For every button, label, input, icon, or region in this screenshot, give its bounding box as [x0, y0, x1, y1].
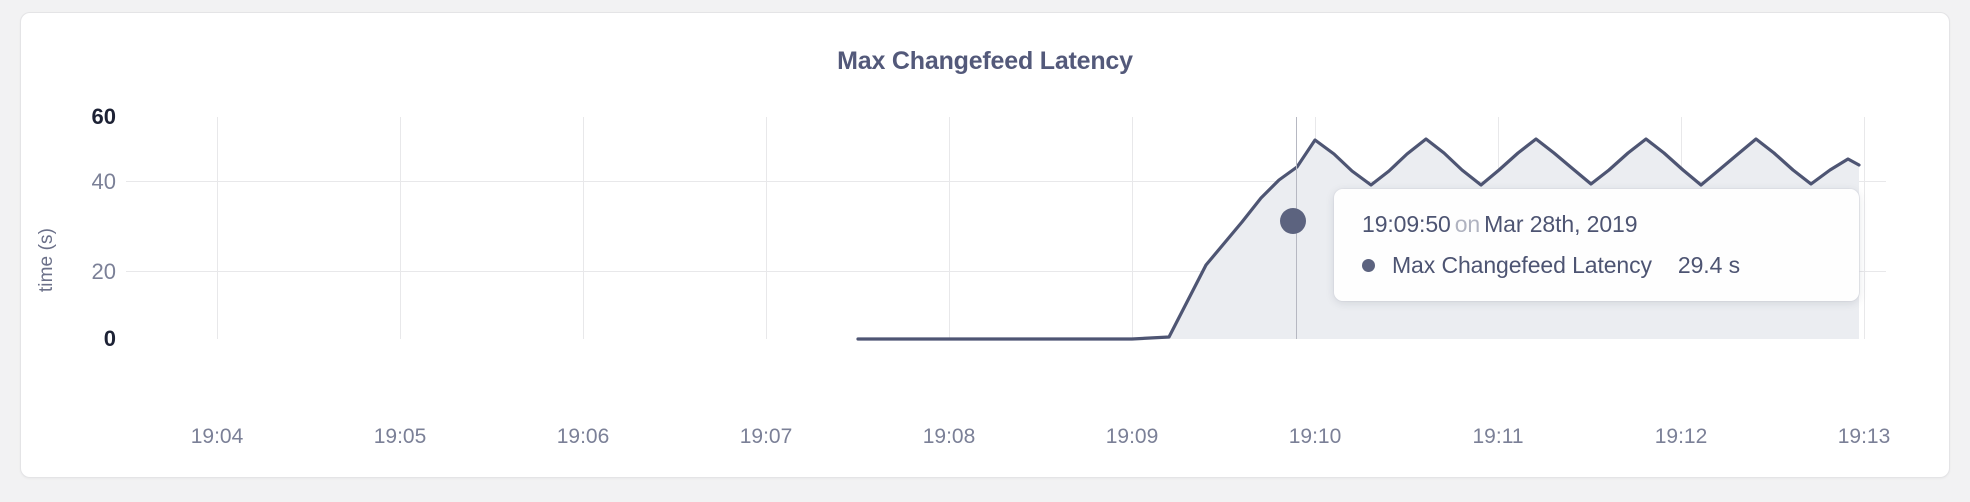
- x-tick-1913: 19:13: [1837, 425, 1891, 448]
- tooltip-series-value: 29.4 s: [1677, 252, 1740, 278]
- tooltip-date: Mar 28th, 2019: [1484, 211, 1638, 237]
- x-tick-1906: 19:06: [556, 425, 610, 448]
- chart-tooltip: 19:09:50 on Mar 28th, 2019 Max Changefeed …: [1334, 189, 1859, 301]
- gridline-vertical-1908: [949, 117, 950, 339]
- x-tick-1912: 19:12: [1654, 425, 1708, 448]
- x-tick-1907: 19:07: [739, 425, 793, 448]
- gridline-horizontal-20: [126, 271, 1886, 272]
- x-tick-1911: 19:11: [1472, 425, 1524, 448]
- x-tick-1910: 19:10: [1288, 425, 1342, 448]
- tooltip-series-name: Max Changefeed Latency: [1392, 252, 1652, 278]
- x-tick-1909: 19:09: [1105, 425, 1159, 448]
- page-title: Max Changefeed Latency: [837, 47, 1133, 75]
- hover-cursor-line: [1296, 117, 1297, 339]
- x-tick-1904: 19:04: [190, 425, 244, 448]
- gridline-vertical-1913: [1864, 117, 1865, 339]
- plot-area[interactable]: time (s): [21, 13, 1949, 477]
- tooltip-series-row: Max Changefeed Latency 29.4 s: [1362, 252, 1833, 279]
- chart-card: Max Changefeed Latency time (s): [20, 12, 1950, 478]
- tooltip-on-word: on: [1454, 211, 1481, 237]
- y-tick-20: 20: [91, 259, 116, 284]
- gridline-horizontal-40: [126, 181, 1886, 182]
- tooltip-time: 19:09:50: [1362, 211, 1451, 237]
- series-line: [856, 137, 1861, 341]
- tooltip-timestamp: 19:09:50 on Mar 28th, 2019: [1362, 211, 1833, 238]
- gridline-vertical-1909: [1132, 117, 1133, 339]
- y-tick-0: 0: [103, 326, 116, 351]
- y-tick-40: 40: [91, 169, 116, 194]
- gridline-vertical-1907: [766, 117, 767, 339]
- x-tick-1908: 19:08: [922, 425, 976, 448]
- gridline-vertical-1905: [400, 117, 401, 339]
- y-tick-60: 60: [91, 104, 116, 129]
- x-tick-1905: 19:05: [373, 425, 427, 448]
- gridline-vertical-1904: [217, 117, 218, 339]
- series-color-dot-icon: [1362, 259, 1375, 272]
- gridline-vertical-1906: [583, 117, 584, 339]
